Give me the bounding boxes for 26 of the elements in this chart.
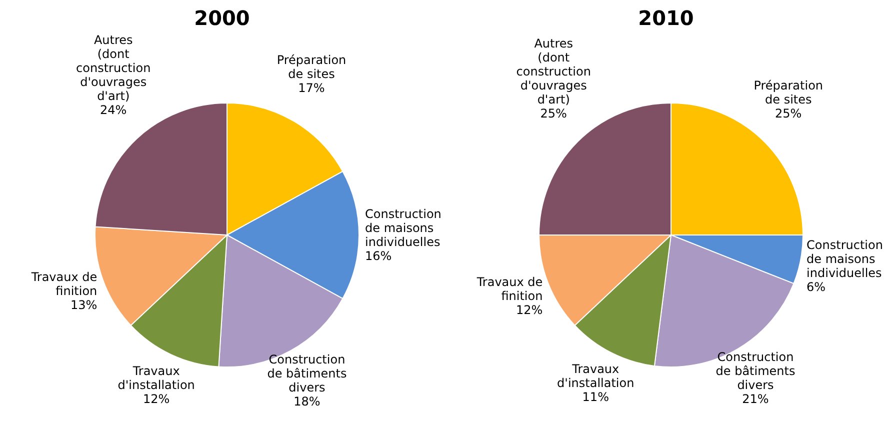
slice-label: Travaux d'installation (557, 362, 634, 390)
data-label: 18% (294, 394, 320, 408)
chart-title: 2000 (193, 6, 251, 30)
slice-label: Préparation de sites (754, 78, 824, 107)
data-label: 24% (100, 102, 127, 117)
data-label: 21% (742, 392, 769, 406)
slice-label: Travaux d'installation (118, 364, 195, 392)
data-label: 12% (142, 392, 170, 406)
data-label: 25% (775, 106, 802, 121)
slice-label: Construction de bâtiments divers (716, 350, 796, 392)
slice-label: Construction de maisons individuelles (365, 207, 442, 249)
slice-label: Construction de bâtiments divers (267, 352, 347, 394)
slice-label: Autres (dont construction d'ouvrages d'art) (76, 32, 151, 103)
data-label: 12% (516, 303, 543, 318)
slice-label: Construction de maisons individuelles (806, 238, 883, 280)
data-label: 25% (540, 106, 567, 121)
data-label: 11% (582, 390, 609, 404)
data-label: 16% (365, 249, 392, 263)
data-label: 6% (806, 280, 826, 294)
slice-label: Préparation de sites (276, 53, 346, 82)
slice-label: Travaux de finition (30, 270, 98, 298)
data-label: 17% (298, 81, 325, 96)
data-label: 13% (70, 298, 98, 312)
slice-label: Autres (dont construction d'ouvrages d'art) (516, 36, 591, 107)
chart-title: 2010 (637, 6, 695, 30)
slice-label: Travaux de finition (476, 275, 543, 304)
